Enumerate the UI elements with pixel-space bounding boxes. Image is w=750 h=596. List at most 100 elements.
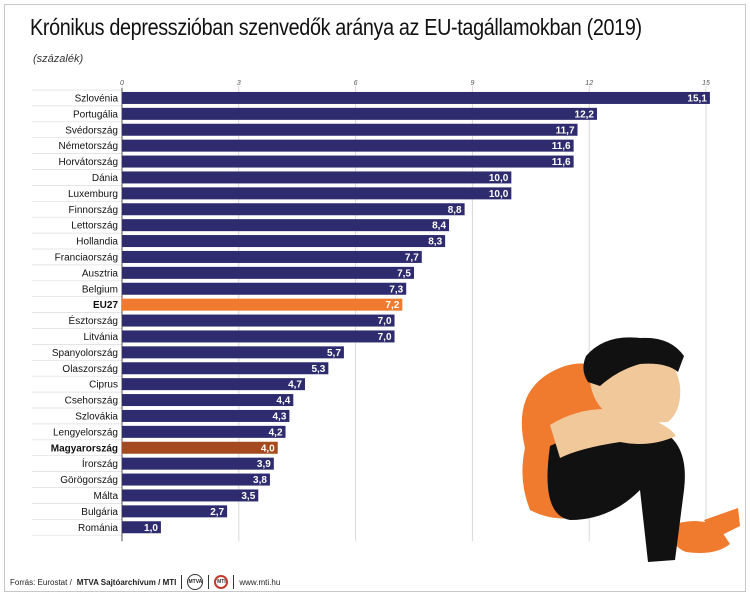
bar: [122, 505, 228, 518]
value-label: 4,0: [261, 443, 275, 454]
value-label: 10,0: [489, 173, 509, 184]
value-label: 3,5: [241, 491, 255, 502]
value-label: 5,7: [327, 348, 341, 359]
category-label: Litvánia: [84, 332, 119, 343]
bar: [122, 107, 597, 120]
footer-divider: [233, 575, 235, 589]
bar: [122, 91, 710, 104]
bar: [122, 282, 407, 295]
category-label: Olaszország: [62, 364, 118, 375]
value-label: 8,4: [432, 221, 446, 232]
value-label: 15,1: [687, 93, 707, 104]
category-label: Ciprus: [89, 380, 118, 391]
category-label: Svédország: [65, 125, 118, 136]
chart-title: Krónikus depresszióban szenvedők aránya …: [30, 14, 642, 40]
footer-divider: [208, 575, 210, 589]
category-label: Ausztria: [82, 268, 119, 279]
footer-divider: [181, 575, 183, 589]
x-tick-label: 9: [470, 80, 474, 87]
bar: [122, 235, 446, 248]
category-label: Észtország: [69, 314, 118, 327]
source-bold: MTVA Sajtóarchívum / MTI: [76, 577, 177, 587]
bar: [122, 266, 414, 279]
bar: [122, 378, 305, 391]
category-label: Németország: [59, 141, 118, 152]
value-label: 8,8: [448, 205, 462, 216]
bar: [122, 362, 329, 375]
bar: [122, 425, 286, 438]
category-label: Írország: [82, 457, 118, 470]
bar: [122, 155, 574, 168]
category-label: Belgium: [82, 284, 118, 295]
category-label: Magyarország: [51, 443, 118, 454]
value-label: 4,7: [288, 380, 302, 391]
category-label: Finnország: [69, 205, 118, 216]
value-label: 11,7: [556, 125, 575, 136]
category-label: Csehország: [65, 396, 118, 407]
value-label: 7,7: [405, 252, 419, 263]
value-label: 5,3: [311, 364, 325, 375]
category-label: Horvátország: [59, 157, 118, 168]
category-label: Lengyelország: [53, 427, 118, 438]
x-tick-label: 15: [702, 80, 710, 87]
x-tick-label: 3: [237, 80, 241, 87]
bar: [122, 330, 395, 343]
value-label: 3,9: [257, 459, 271, 470]
value-label: 4,4: [276, 396, 290, 407]
value-label: 4,3: [273, 411, 287, 422]
value-label: 11,6: [552, 157, 571, 168]
bar: [122, 409, 290, 422]
x-tick-label: 12: [585, 80, 593, 87]
footer: Forrás: Eurostat / MTVA Sajtóarchívum / …: [10, 574, 280, 590]
value-label: 7,3: [389, 284, 403, 295]
footer-url[interactable]: www.mti.hu: [239, 577, 281, 587]
chart-subtitle: (százalék): [33, 53, 84, 65]
bar: [122, 441, 278, 454]
x-tick-label: 0: [120, 80, 124, 87]
source-prefix: Forrás: Eurostat /: [10, 577, 72, 587]
bar: [122, 489, 259, 502]
category-label: Málta: [94, 491, 119, 502]
value-label: 7,2: [385, 300, 399, 311]
value-label: 2,7: [210, 507, 224, 518]
bar: [122, 123, 578, 136]
value-label: 12,2: [575, 109, 595, 120]
value-label: 3,8: [253, 475, 267, 486]
value-label: 10,0: [489, 189, 509, 200]
value-label: 7,5: [397, 268, 411, 279]
bar: [122, 219, 450, 232]
bar: [122, 250, 422, 263]
bar: [122, 346, 344, 359]
bar: [122, 457, 274, 470]
category-label: Portugália: [73, 109, 118, 120]
value-label: 7,0: [378, 316, 392, 327]
category-label: EU27: [93, 300, 118, 311]
x-tick-label: 6: [354, 80, 358, 87]
bar: [122, 394, 294, 407]
category-label: Szlovákia: [75, 411, 118, 422]
bar: [122, 314, 395, 327]
value-label: 4,2: [269, 427, 283, 438]
bar: [122, 473, 270, 486]
mtva-logo-icon: MTVA: [187, 574, 204, 590]
bar: [122, 521, 161, 534]
bar: [122, 139, 574, 152]
bar: [122, 298, 403, 311]
bar: [122, 171, 512, 184]
category-label: Hollandia: [76, 237, 118, 248]
value-label: 8,3: [428, 237, 442, 248]
sad-person-illustration: [521, 337, 740, 562]
category-label: Szlovénia: [75, 93, 119, 104]
value-label: 11,6: [552, 141, 571, 152]
category-label: Luxemburg: [68, 189, 118, 200]
bar: [122, 203, 465, 216]
bar: [122, 187, 512, 200]
category-label: Dánia: [92, 173, 119, 184]
category-label: Bulgária: [81, 507, 118, 518]
mti-logo-icon: MTI: [214, 575, 229, 589]
category-label: Görögország: [60, 475, 118, 486]
value-label: 1,0: [144, 523, 158, 534]
value-label: 7,0: [378, 332, 392, 343]
category-label: Spanyolország: [52, 348, 118, 359]
